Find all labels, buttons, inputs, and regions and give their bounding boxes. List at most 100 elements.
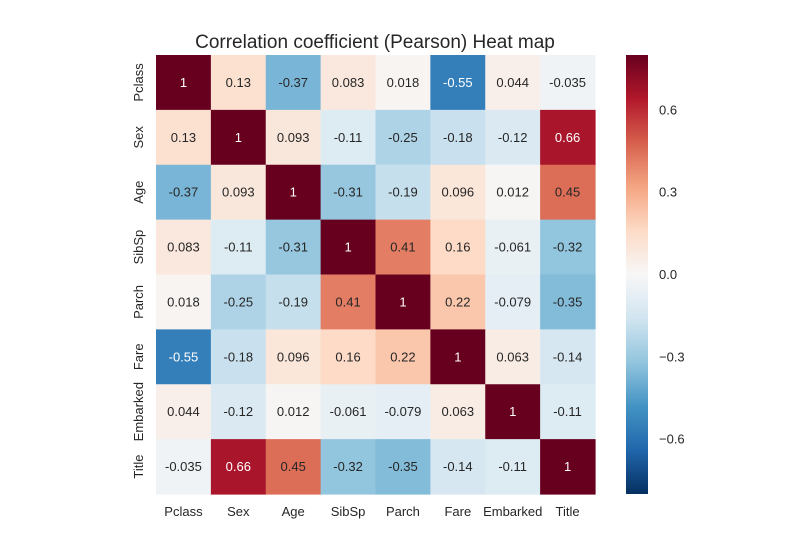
heatmap-cell-label: 0.45 xyxy=(555,185,580,200)
colorbar-tick-label: 0.0 xyxy=(659,267,677,282)
heatmap-cell xyxy=(210,439,267,495)
heatmap-cell xyxy=(485,55,541,111)
heatmap-cell-label: -0.31 xyxy=(333,185,363,200)
y-tick-label: Parch xyxy=(131,285,146,319)
x-tick-label: Fare xyxy=(444,504,471,519)
heatmap-cell xyxy=(210,274,267,330)
heatmap-cell-label: 0.096 xyxy=(442,185,475,200)
heatmap-cell xyxy=(265,219,322,276)
heatmap-cell xyxy=(485,219,541,276)
heatmap-cell xyxy=(320,274,377,330)
heatmap-cell-label: 1 xyxy=(454,349,461,364)
x-tick-labels: Pclass Sex Age SibSp Parch Fare Embarked Title xyxy=(164,504,579,519)
heatmap-cell xyxy=(375,384,431,440)
heatmap-cell xyxy=(265,329,322,385)
x-tick-label: Sex xyxy=(227,504,250,519)
heatmap-cell-label: -0.19 xyxy=(278,294,308,309)
heatmap-cells xyxy=(156,55,596,495)
heatmap-cell-label: 0.41 xyxy=(390,240,415,255)
heatmap-cell xyxy=(265,164,322,221)
heatmap-cell xyxy=(210,109,267,166)
heatmap-cell xyxy=(430,329,486,385)
heatmap-cell xyxy=(485,329,541,385)
heatmap-cell xyxy=(430,274,486,330)
heatmap-cell xyxy=(210,384,267,440)
heatmap-cell-label: -0.37 xyxy=(169,185,199,200)
heatmap-cell-label: 1 xyxy=(290,185,297,200)
heatmap-cell xyxy=(375,329,431,385)
heatmap-cell-label: 0.22 xyxy=(390,349,415,364)
heatmap-cell-label: -0.25 xyxy=(388,130,418,145)
heatmap-cell xyxy=(210,329,267,385)
heatmap-cell-label: 0.41 xyxy=(335,294,360,309)
heatmap-cell xyxy=(156,219,212,276)
colorbar-tick-label: 0.6 xyxy=(659,102,677,117)
heatmap-cell-label: 0.66 xyxy=(226,459,251,474)
heatmap-cell-label: -0.061 xyxy=(494,240,531,255)
heatmap-cell-label: -0.035 xyxy=(165,459,202,474)
heatmap-cell xyxy=(540,384,596,440)
heatmap-cell xyxy=(210,55,267,111)
heatmap-cell xyxy=(540,439,596,495)
heatmap-cell-label: -0.31 xyxy=(278,240,308,255)
heatmap-cell-label: 0.45 xyxy=(281,459,306,474)
heatmap-cell xyxy=(430,384,486,440)
heatmap-cell-label: -0.11 xyxy=(498,459,527,474)
heatmap-cell-label: -0.18 xyxy=(223,349,253,364)
heatmap-cell-label: 1 xyxy=(235,130,242,145)
heatmap-cell xyxy=(540,329,596,385)
heatmap-cell-label: 0.093 xyxy=(222,185,255,200)
heatmap-cell-label: 0.096 xyxy=(277,349,310,364)
heatmap-cell xyxy=(320,164,377,221)
heatmap-cell-label: -0.14 xyxy=(443,459,473,474)
heatmap-cell xyxy=(485,439,541,495)
heatmap-cell xyxy=(375,164,431,221)
heatmap-cell-label: 0.044 xyxy=(167,404,200,419)
heatmap-cell xyxy=(540,274,596,330)
heatmap-cell xyxy=(430,164,486,221)
heatmap-cell xyxy=(156,384,212,440)
heatmap-cell xyxy=(540,109,596,166)
heatmap-cell-label: -0.32 xyxy=(333,459,363,474)
heatmap-cell-label: 0.063 xyxy=(496,349,529,364)
heatmap-cell-label: -0.18 xyxy=(443,130,473,145)
heatmap-cell-label: -0.55 xyxy=(443,75,473,90)
heatmap-cell-label: 0.13 xyxy=(226,75,251,90)
heatmap-cell-label: 1 xyxy=(344,240,351,255)
heatmap-cell-label: 0.018 xyxy=(387,75,420,90)
heatmap-cell xyxy=(430,219,486,276)
heatmap-cell xyxy=(265,109,322,166)
x-tick-label: SibSp xyxy=(331,504,366,519)
heatmap-cell-label: 0.16 xyxy=(445,240,470,255)
heatmap-cell-label: -0.37 xyxy=(278,75,308,90)
heatmap-cell-label: 0.063 xyxy=(442,404,475,419)
x-tick-label: Title xyxy=(556,504,580,519)
heatmap-cell-label: -0.35 xyxy=(388,459,418,474)
heatmap-cell xyxy=(156,164,212,221)
heatmap-cell xyxy=(156,274,212,330)
heatmap-cell-label: -0.14 xyxy=(553,349,583,364)
heatmap-cell-label: 1 xyxy=(564,459,571,474)
y-tick-label: Embarked xyxy=(131,382,146,441)
x-tick-label: Embarked xyxy=(483,504,542,519)
x-tick-label: Pclass xyxy=(164,504,203,519)
heatmap-cell xyxy=(210,164,267,221)
heatmap-cell xyxy=(375,439,431,495)
heatmap-cell xyxy=(375,109,431,166)
heatmap-cell-label: -0.11 xyxy=(553,404,582,419)
heatmap-cell xyxy=(156,109,212,166)
colorbar-tick-label: −0.3 xyxy=(659,349,685,364)
heatmap-cell-label: -0.061 xyxy=(330,404,367,419)
heatmap-cell-label: -0.19 xyxy=(388,185,418,200)
heatmap-cell-label: 0.012 xyxy=(496,185,529,200)
heatmap-cell-label: -0.079 xyxy=(494,294,531,309)
heatmap-cell xyxy=(540,219,596,276)
heatmap-cell-label: -0.55 xyxy=(169,349,199,364)
heatmap-cell-label: 0.012 xyxy=(277,404,310,419)
heatmap-cell xyxy=(320,55,377,111)
heatmap-cell-label: -0.035 xyxy=(549,75,586,90)
heatmap-cell-label: 1 xyxy=(509,404,516,419)
y-tick-labels: Pclass Sex Age SibSp Parch Fare Embarked Title xyxy=(131,63,146,479)
heatmap-cell-label: -0.12 xyxy=(223,404,253,419)
heatmap-cell-label: 0.66 xyxy=(555,130,580,145)
